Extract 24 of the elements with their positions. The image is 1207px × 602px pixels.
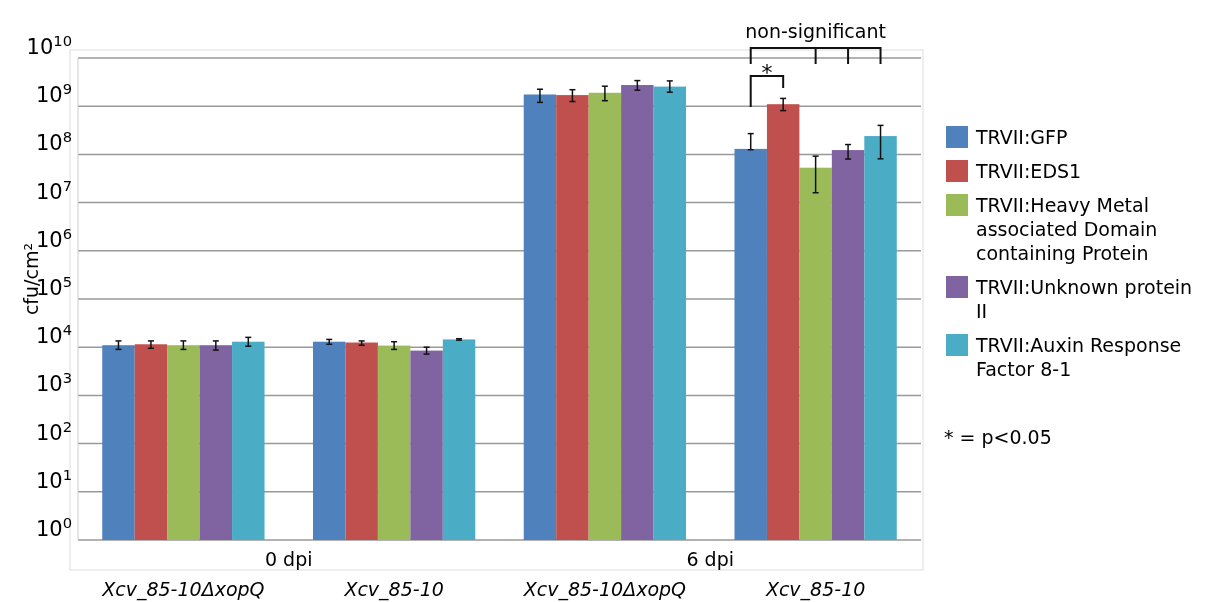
y-tick-label: 10$^{6}$ [35,224,72,252]
x-tick-label: Xcv_85-10ΔxopQ [522,578,687,601]
y-tick-label: 10$^{7}$ [35,176,72,204]
legend-label: TRVII:EDS1 [975,160,1082,182]
text: non-significant [745,20,886,42]
y-tick-label: 10$^{1}$ [35,465,72,493]
annotation: * [761,60,773,85]
legend-label: TRVII:Heavy Metal associated Domain containing Protein [975,194,1158,264]
y-tick-label: 10$^{2}$ [35,417,72,445]
text: * = p<0.05 [944,426,1052,448]
text: 6 dpi [686,548,735,570]
x-tick-label: Xcv_85-10ΔxopQ [101,578,265,601]
y-tick-label: 10$^{9}$ [35,79,72,108]
y-tick-label: 10$^{4}$ [35,320,72,349]
y-tick-label: 10$^{10}$ [26,31,72,59]
legend-label: TRVII:GFP [975,126,1068,148]
text: 0 dpi [264,548,313,570]
x-tick-label: Xcv_85-10 [764,578,866,601]
legend-label: TRVII:Auxin Response Factor 8-1 [975,334,1182,380]
y-tick-label: 10$^{3}$ [35,368,72,397]
x-tick-label: Xcv_85-10 [343,578,444,601]
y-tick-label: 10$^{0}$ [35,513,72,541]
y-tick-label: 10$^{8}$ [35,127,72,156]
legend-label: TRVII:Unknown protein II [975,276,1193,322]
